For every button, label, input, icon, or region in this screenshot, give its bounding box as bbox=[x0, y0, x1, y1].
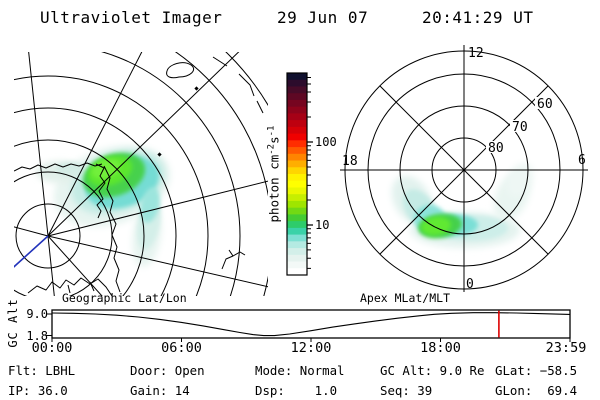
colorbar bbox=[286, 72, 313, 276]
geographic-map bbox=[14, 52, 268, 296]
status-door: Door: Open bbox=[130, 363, 205, 378]
colorbar-tick-10: 10 bbox=[315, 218, 330, 232]
meridian-lines bbox=[14, 52, 268, 296]
xtick-1800: 18:00 bbox=[420, 340, 461, 356]
ytick-9: 9.0 bbox=[26, 307, 48, 321]
colorbar-bands bbox=[287, 73, 307, 276]
gcalt-curve bbox=[51, 312, 570, 337]
mlt-label-12: 12 bbox=[468, 46, 484, 61]
mlat-label-70: 70 bbox=[512, 120, 528, 135]
map-marker-icon bbox=[194, 86, 199, 91]
map-marker-icon bbox=[157, 152, 162, 157]
apex-polar-plot: 12 18 6 0 80 70 60 bbox=[340, 45, 588, 292]
mlt-label-0: 0 bbox=[466, 277, 474, 292]
status-mode: Mode: Normal bbox=[255, 363, 345, 378]
date-label: 29 Jun 07 bbox=[277, 8, 369, 27]
status-dsp: Dsp: 1.0 bbox=[255, 383, 338, 398]
status-gain: Gain: 14 bbox=[130, 383, 190, 398]
strip-chart-ticks bbox=[46, 313, 571, 342]
time-label: 20:41:29 UT bbox=[422, 8, 534, 27]
mlt-spokes bbox=[340, 45, 588, 292]
status-glat: GLat: −58.5 bbox=[495, 363, 578, 378]
colorbar-tick-100: 100 bbox=[315, 135, 337, 149]
mlat-label-60: 60 bbox=[537, 97, 553, 112]
instrument-title: Ultraviolet Imager bbox=[40, 8, 223, 27]
left-map-caption: Geographic Lat/Lon bbox=[62, 291, 187, 305]
aurora-left bbox=[36, 145, 171, 267]
coastlines bbox=[14, 56, 264, 296]
mlat-label-80: 80 bbox=[488, 141, 504, 156]
status-flt: Flt: LBHL bbox=[8, 363, 76, 378]
gcalt-strip-chart bbox=[46, 309, 571, 342]
status-gc-alt: GC Alt: 9.0 Re bbox=[380, 363, 485, 378]
colorbar-major-ticks bbox=[307, 141, 313, 226]
mlt-label-18: 18 bbox=[342, 154, 358, 169]
right-map-caption: Apex MLat/MLT bbox=[360, 291, 451, 305]
xtick-1200: 12:00 bbox=[290, 340, 332, 356]
orbit-track-line bbox=[14, 235, 49, 268]
status-seq: Seq: 39 bbox=[380, 383, 433, 398]
aurora-right bbox=[391, 162, 534, 248]
mlt-label-6: 6 bbox=[578, 153, 586, 168]
colorbar-label: photon cm-2s-1 bbox=[266, 125, 282, 223]
status-glon: GLon: 69.4 bbox=[495, 383, 578, 398]
status-ip: IP: 36.0 bbox=[8, 383, 68, 398]
ytick-1-8: 1.8 bbox=[26, 328, 48, 343]
xtick-2359: 23:59 bbox=[545, 340, 587, 356]
colorbar-minor-ticks bbox=[307, 77, 311, 269]
gcalt-axis-label: GC Alt bbox=[6, 298, 20, 348]
xtick-0000: 00:00 bbox=[31, 340, 73, 356]
xtick-0600: 06:00 bbox=[161, 340, 202, 356]
